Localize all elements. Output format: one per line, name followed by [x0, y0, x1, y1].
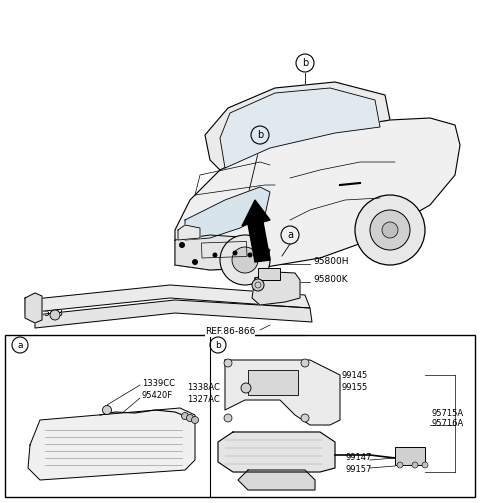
Circle shape [412, 462, 418, 468]
Polygon shape [175, 235, 270, 270]
Circle shape [224, 414, 232, 422]
Circle shape [241, 383, 251, 393]
Text: 99145: 99145 [342, 372, 368, 380]
Text: 1125DB: 1125DB [28, 308, 64, 317]
Circle shape [370, 210, 410, 250]
Circle shape [232, 250, 238, 256]
Circle shape [301, 359, 309, 367]
Polygon shape [242, 200, 270, 262]
Bar [5, 335, 475, 497]
Text: 95420F: 95420F [142, 391, 173, 400]
Text: 1338AC: 1338AC [187, 383, 220, 392]
Polygon shape [35, 300, 312, 328]
Circle shape [422, 462, 428, 468]
Text: 1339CC: 1339CC [142, 378, 175, 387]
Circle shape [252, 279, 264, 291]
Circle shape [181, 412, 189, 420]
Text: 99155: 99155 [342, 383, 368, 392]
Polygon shape [28, 408, 195, 480]
Polygon shape [25, 293, 42, 323]
Circle shape [220, 235, 270, 285]
Text: 95800H: 95800H [313, 257, 348, 266]
Circle shape [103, 405, 111, 414]
Bar [248, 370, 298, 395]
Circle shape [213, 253, 217, 258]
Circle shape [187, 414, 193, 422]
Text: 95800K: 95800K [313, 275, 348, 284]
Text: REF.86-866: REF.86-866 [205, 327, 255, 337]
Circle shape [179, 242, 185, 248]
Circle shape [232, 247, 258, 273]
Text: a: a [17, 341, 23, 350]
Polygon shape [178, 225, 200, 240]
Polygon shape [205, 82, 390, 170]
Circle shape [192, 259, 198, 265]
Circle shape [301, 414, 309, 422]
Text: 95716A: 95716A [432, 420, 464, 429]
Text: 99157: 99157 [345, 464, 372, 473]
Polygon shape [185, 187, 270, 240]
Circle shape [382, 222, 398, 238]
Bar [202, 241, 247, 258]
Polygon shape [238, 470, 315, 490]
Polygon shape [218, 432, 335, 472]
Text: 99147: 99147 [345, 454, 372, 462]
Text: a: a [287, 230, 293, 240]
Text: b: b [215, 341, 221, 350]
Text: 95715A: 95715A [432, 408, 464, 417]
Bar [395, 447, 425, 465]
Polygon shape [225, 360, 340, 425]
Polygon shape [252, 272, 300, 305]
Circle shape [50, 310, 60, 320]
Circle shape [355, 195, 425, 265]
Text: b: b [257, 130, 263, 140]
Circle shape [192, 416, 199, 424]
Bar [258, 268, 280, 280]
Circle shape [397, 462, 403, 468]
Text: b: b [302, 58, 308, 68]
Text: 1327AC: 1327AC [187, 395, 220, 404]
Polygon shape [25, 285, 310, 313]
Circle shape [224, 359, 232, 367]
Polygon shape [175, 118, 460, 270]
Polygon shape [220, 88, 380, 168]
Circle shape [248, 253, 252, 258]
